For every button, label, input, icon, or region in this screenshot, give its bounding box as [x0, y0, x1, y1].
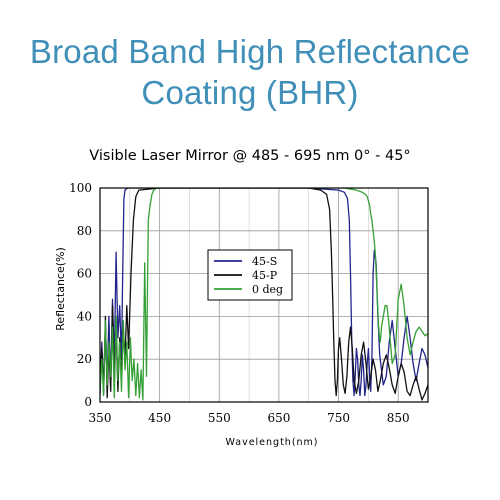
page-title-line1: Broad Band High Reflectance — [29, 33, 471, 70]
x-tick-label: 350 — [89, 411, 112, 425]
y-tick-label: 100 — [69, 181, 92, 195]
x-tick-label: 850 — [387, 411, 410, 425]
y-tick-label: 40 — [77, 309, 92, 323]
x-tick-label: 650 — [267, 411, 290, 425]
series-group — [100, 188, 428, 401]
y-axis-label: Reflectance(%) — [54, 247, 67, 331]
x-tick-label: 450 — [148, 411, 171, 425]
chart-title: Visible Laser Mirror @ 485 - 695 nm 0° -… — [89, 148, 411, 164]
y-tick-label: 0 — [84, 395, 92, 409]
y-tick-label: 80 — [77, 224, 92, 238]
y-tick-label: 60 — [77, 267, 92, 281]
legend-label-2: 0 deg — [252, 283, 283, 296]
x-axis-label: Wavelength(nm) — [225, 437, 318, 448]
page-title-line2: Coating (BHR) — [141, 74, 359, 111]
x-tick-label: 750 — [327, 411, 350, 425]
series-line-2 — [100, 188, 428, 401]
y-tick-label: 20 — [77, 352, 92, 366]
legend-label-1: 45-P — [252, 269, 278, 282]
plot-frame — [99, 187, 429, 403]
series-line-0 — [100, 188, 428, 397]
legend-label-0: 45-S — [252, 255, 277, 268]
x-tick-label: 550 — [208, 411, 231, 425]
